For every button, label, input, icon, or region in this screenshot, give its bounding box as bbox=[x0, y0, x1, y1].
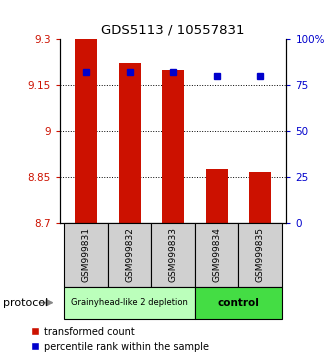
Bar bbox=[152, 223, 195, 287]
Legend: transformed count, percentile rank within the sample: transformed count, percentile rank withi… bbox=[32, 327, 209, 352]
Text: protocol: protocol bbox=[3, 298, 49, 308]
Text: GSM999835: GSM999835 bbox=[256, 227, 265, 282]
Text: GSM999832: GSM999832 bbox=[125, 227, 134, 282]
Bar bbox=[238, 223, 282, 287]
Bar bbox=[64, 223, 108, 287]
Text: control: control bbox=[217, 298, 259, 308]
Text: GSM999834: GSM999834 bbox=[212, 227, 221, 282]
Text: GSM999831: GSM999831 bbox=[82, 227, 91, 282]
Bar bbox=[75, 39, 97, 223]
Bar bbox=[206, 169, 227, 223]
Text: GSM999833: GSM999833 bbox=[168, 227, 178, 282]
Bar bbox=[162, 70, 184, 223]
Bar bbox=[119, 63, 141, 223]
Bar bbox=[195, 223, 238, 287]
Bar bbox=[108, 223, 152, 287]
Bar bbox=[249, 172, 271, 223]
Title: GDS5113 / 10557831: GDS5113 / 10557831 bbox=[102, 23, 245, 36]
Text: Grainyhead-like 2 depletion: Grainyhead-like 2 depletion bbox=[71, 298, 188, 307]
Bar bbox=[64, 287, 195, 319]
Bar bbox=[195, 287, 282, 319]
